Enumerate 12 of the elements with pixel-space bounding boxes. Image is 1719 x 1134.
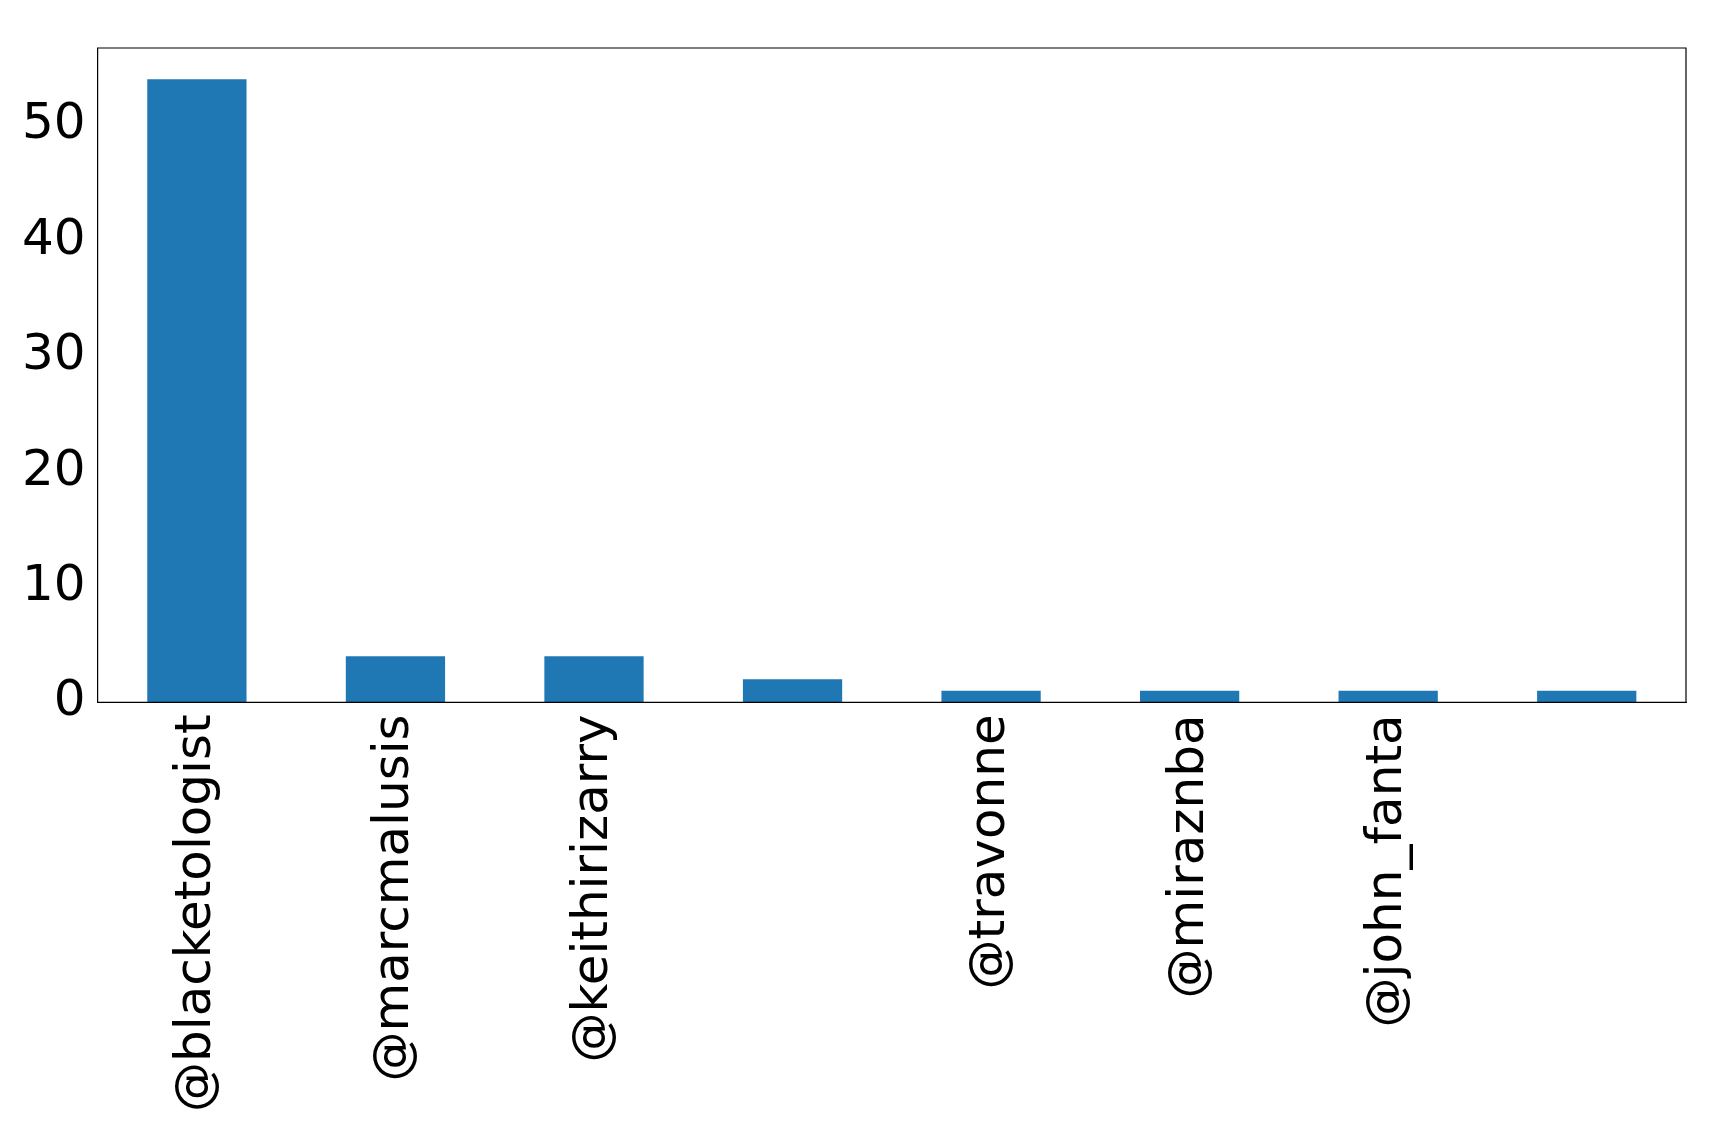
x-tick-label: @keithirizarry bbox=[560, 714, 619, 1063]
x-tick-label: @marcmalusis bbox=[362, 714, 421, 1082]
y-tick-label: 0 bbox=[53, 669, 86, 728]
x-tick-label: @miraznba bbox=[1156, 714, 1215, 999]
y-tick-label: 20 bbox=[22, 438, 86, 497]
y-tick-label: 10 bbox=[22, 553, 86, 612]
x-tick-label: @john_fanta bbox=[1355, 714, 1414, 1028]
x-tick-label: @travonne bbox=[958, 714, 1017, 990]
y-tick-label: 40 bbox=[22, 207, 86, 266]
x-tick-label: @blacketologist bbox=[163, 714, 222, 1112]
y-tick-label: 50 bbox=[22, 92, 86, 151]
y-tick-label: 30 bbox=[22, 323, 86, 382]
